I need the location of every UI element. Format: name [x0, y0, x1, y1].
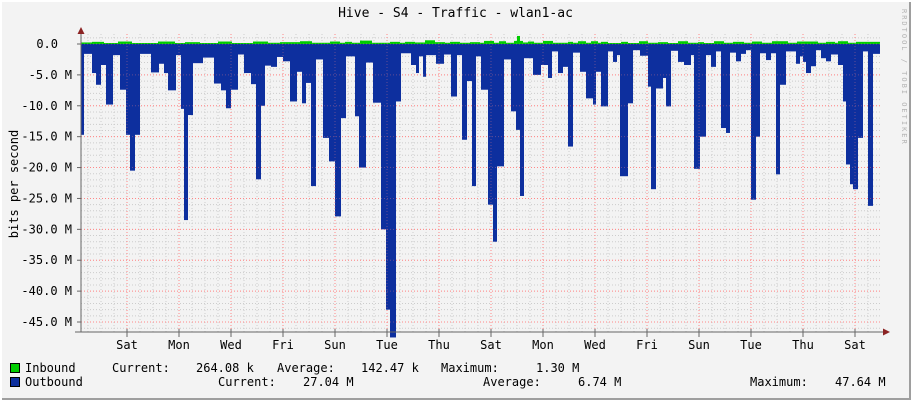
- axes: [75, 33, 884, 337]
- x-tick-label: Sat: [480, 338, 502, 352]
- x-tick-label: Sat: [116, 338, 138, 352]
- x-tick-label: Wed: [584, 338, 606, 352]
- y-tick-label: 0.0: [36, 37, 58, 51]
- x-tick-label: Fri: [272, 338, 294, 352]
- legend-text: 264.08 k: [196, 361, 254, 375]
- legend-text: Current:: [218, 375, 276, 389]
- graph-title: Hive - S4 - Traffic - wlan1-ac: [338, 6, 573, 21]
- legend-text: 1.30 M: [536, 361, 580, 375]
- legend-row-inbound: Inbound Current: 264.08 k Average: 142.47 k M…: [0, 362, 911, 375]
- legend-swatch-outbound: [10, 377, 20, 387]
- x-tick-label: Fri: [636, 338, 658, 352]
- legend-text: Average:: [483, 375, 541, 389]
- grid-minor: [81, 34, 880, 332]
- axis-arrows: [77, 27, 890, 336]
- grid-major-overlay: [81, 34, 880, 332]
- legend-text: 47.64 M: [835, 375, 886, 389]
- legend-row-outbound: Outbound Current: 27.04 M Average: 6.74 M Max…: [0, 376, 911, 389]
- legend-text: Inbound: [25, 361, 76, 375]
- axis-tick-labels: 0.0 -5.0 M -10.0 M -15.0 M -20.0 M -25.0 M -30…: [21, 37, 865, 352]
- x-tick-label: Wed: [220, 338, 242, 352]
- y-tick-label: -25.0 M: [21, 191, 72, 205]
- legend-swatch-inbound: [10, 363, 20, 373]
- outbound-area: [81, 44, 880, 338]
- legend-text: 142.47 k: [361, 361, 419, 375]
- y-tick-label: -10.0 M: [21, 99, 72, 113]
- y-axis-label: bits per second: [7, 129, 21, 239]
- x-tick-label: Sat: [844, 338, 866, 352]
- legend-text: 6.74 M: [578, 375, 622, 389]
- y-tick-label: -45.0 M: [21, 315, 72, 329]
- x-tick-label: Sun: [324, 338, 346, 352]
- y-tick-label: -5.0 M: [29, 68, 72, 82]
- x-tick-label: Sun: [688, 338, 710, 352]
- x-tick-label: Thu: [792, 338, 814, 352]
- x-tick-label: Tue: [376, 338, 398, 352]
- legend-text: Average:: [277, 361, 335, 375]
- legend-text: Maximum:: [750, 375, 808, 389]
- y-tick-label: -20.0 M: [21, 161, 72, 175]
- y-tick-label: -35.0 M: [21, 253, 72, 267]
- x-tick-label: Mon: [532, 338, 554, 352]
- legend-text: 27.04 M: [303, 375, 354, 389]
- x-tick-label: Mon: [168, 338, 190, 352]
- y-tick-label: -40.0 M: [21, 284, 72, 298]
- x-tick-label: Tue: [740, 338, 762, 352]
- rrdtool-watermark: RRDTOOL / TOBI OETIKER: [900, 9, 908, 146]
- x-tick-label: Thu: [428, 338, 450, 352]
- y-tick-label: -15.0 M: [21, 130, 72, 144]
- legend-text: Outbound: [25, 375, 83, 389]
- y-tick-label: -30.0 M: [21, 222, 72, 236]
- legend-text: Maximum:: [441, 361, 499, 375]
- inbound-area: [81, 35, 880, 44]
- legend-text: Current:: [112, 361, 170, 375]
